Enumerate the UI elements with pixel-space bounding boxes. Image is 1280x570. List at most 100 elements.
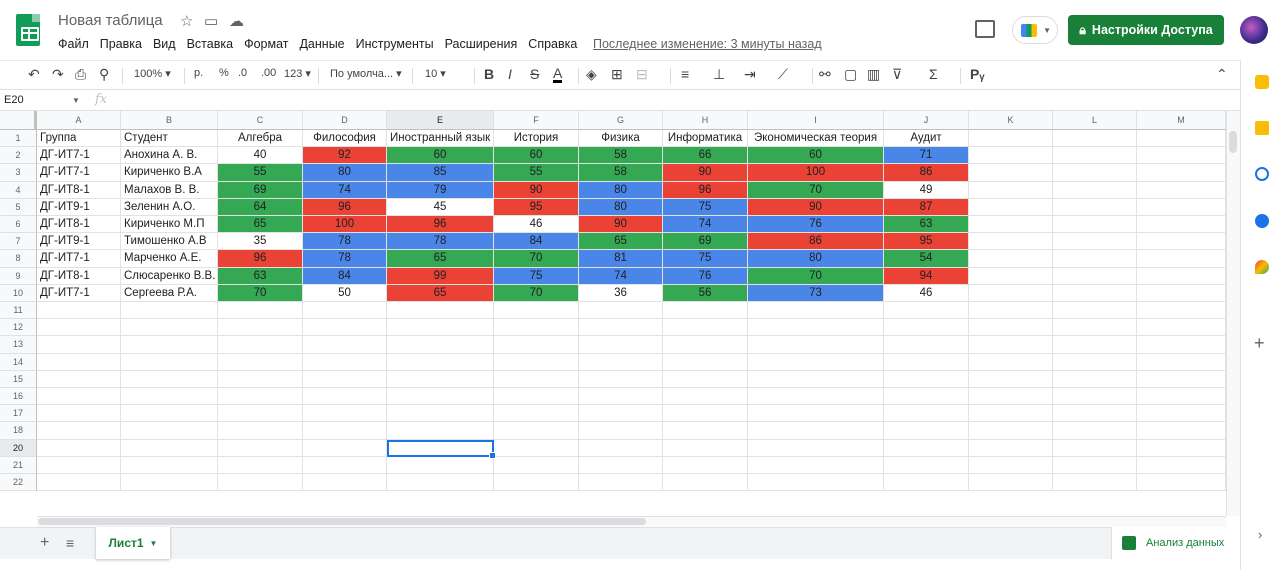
table-cell[interactable] [663,370,748,388]
column-header-c[interactable]: C [218,111,303,130]
table-cell[interactable]: 87 [884,198,969,216]
table-cell[interactable] [748,422,884,440]
table-cell[interactable]: ДГ-ИТ8-1 [37,267,121,285]
table-cell[interactable]: 58 [579,164,663,182]
fill-color-icon[interactable]: ◈ [586,66,597,82]
table-cell[interactable] [969,164,1053,182]
table-cell[interactable] [303,319,387,337]
row-header-14[interactable]: 14 [0,353,37,371]
zoom-select[interactable]: 100% ▾ [134,68,171,80]
table-cell[interactable] [121,336,218,354]
table-cell[interactable]: 65 [387,250,494,268]
table-cell[interactable] [884,319,969,337]
table-cell[interactable]: 80 [303,164,387,182]
table-cell[interactable]: 78 [387,233,494,251]
cloud-status-icon[interactable]: ☁ [229,13,244,30]
table-cell[interactable]: 100 [303,216,387,234]
table-cell[interactable] [494,353,579,371]
table-cell[interactable]: 84 [494,233,579,251]
menu-tools[interactable]: Инструменты [355,37,434,51]
sheet-tab[interactable]: Лист1 ▼ [96,527,170,559]
table-cell[interactable]: 70 [494,250,579,268]
table-cell[interactable] [884,370,969,388]
star-icon[interactable]: ☆ [180,13,194,30]
table-cell[interactable]: 69 [663,233,748,251]
table-cell[interactable] [387,336,494,354]
more-formats-select[interactable]: 123 ▾ [284,68,311,80]
row-header-17[interactable]: 17 [0,405,37,423]
table-cell[interactable] [969,422,1053,440]
table-cell[interactable] [121,370,218,388]
row-header-2[interactable]: 2 [0,147,37,165]
table-cell[interactable] [1053,336,1137,354]
table-cell[interactable] [748,302,884,320]
table-cell[interactable]: 35 [218,233,303,251]
text-wrap-icon[interactable]: ⇥ [744,66,756,82]
table-cell[interactable]: 96 [218,250,303,268]
table-cell[interactable] [969,336,1053,354]
table-cell[interactable] [218,370,303,388]
table-cell[interactable] [1053,147,1137,165]
row-header-13[interactable]: 13 [0,336,37,354]
table-cell[interactable] [218,319,303,337]
row-header-3[interactable]: 3 [0,164,37,182]
table-cell[interactable]: 75 [663,198,748,216]
table-cell[interactable] [1053,164,1137,182]
table-cell[interactable]: 86 [748,233,884,251]
table-cell[interactable] [303,422,387,440]
column-header-a[interactable]: A [37,111,121,130]
row-header-16[interactable]: 16 [0,388,37,406]
table-cell[interactable] [1053,456,1137,474]
table-cell[interactable]: 73 [748,284,884,302]
table-cell[interactable] [748,336,884,354]
horizontal-align-icon[interactable]: ≡ [681,66,690,82]
table-cell[interactable] [969,302,1053,320]
row-header-22[interactable]: 22 [0,474,37,492]
table-cell[interactable] [1137,130,1226,148]
column-title-cell[interactable]: Алгебра [218,130,303,148]
table-cell[interactable] [748,353,884,371]
table-cell[interactable] [969,267,1053,285]
table-cell[interactable] [218,336,303,354]
table-cell[interactable] [1137,439,1226,457]
table-cell[interactable]: 56 [663,284,748,302]
table-cell[interactable] [748,439,884,457]
table-cell[interactable] [1137,267,1226,285]
column-header-m[interactable]: M [1137,111,1226,130]
table-cell[interactable] [387,302,494,320]
column-title-cell[interactable]: Аудит [884,130,969,148]
table-cell[interactable]: 74 [663,216,748,234]
table-cell[interactable]: 92 [303,147,387,165]
table-cell[interactable] [663,353,748,371]
table-cell[interactable]: 74 [303,181,387,199]
table-cell[interactable]: 94 [884,267,969,285]
table-cell[interactable] [218,474,303,492]
table-cell[interactable] [1053,474,1137,492]
table-cell[interactable] [121,439,218,457]
table-cell[interactable] [1137,474,1226,492]
table-cell[interactable] [218,456,303,474]
table-cell[interactable] [1137,370,1226,388]
table-cell[interactable] [303,405,387,423]
percent-button[interactable]: % [219,67,229,79]
table-cell[interactable] [387,474,494,492]
table-cell[interactable]: 80 [579,181,663,199]
table-cell[interactable] [884,405,969,423]
chevron-down-icon[interactable]: ▼ [72,96,80,105]
table-cell[interactable]: 49 [884,181,969,199]
table-cell[interactable] [1053,267,1137,285]
table-cell[interactable] [1137,250,1226,268]
table-cell[interactable] [884,302,969,320]
column-title-cell[interactable]: Экономическая теория [748,130,884,148]
table-cell[interactable]: 60 [494,147,579,165]
table-cell[interactable]: 75 [663,250,748,268]
table-cell[interactable] [884,336,969,354]
table-cell[interactable] [884,353,969,371]
table-cell[interactable]: 60 [387,147,494,165]
column-header-g[interactable]: G [579,111,663,130]
table-cell[interactable]: Слюсаренко В.В. [121,267,218,285]
table-cell[interactable] [663,302,748,320]
table-cell[interactable]: 50 [303,284,387,302]
table-cell[interactable] [969,250,1053,268]
table-cell[interactable] [1137,405,1226,423]
